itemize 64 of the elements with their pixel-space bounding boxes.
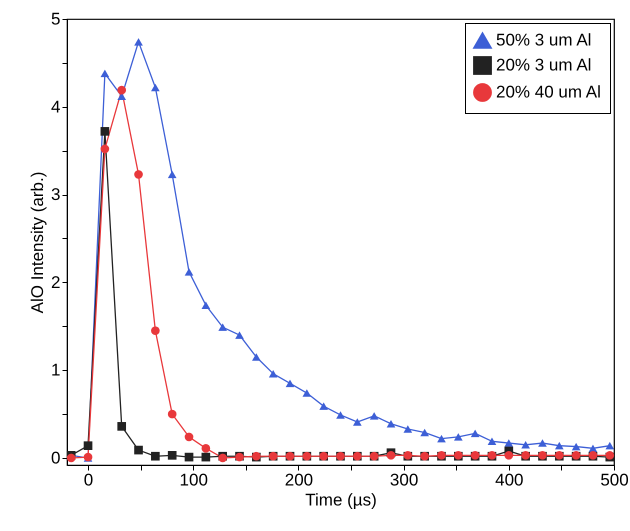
x-tick-label: 100 <box>180 470 208 490</box>
point <box>370 412 378 420</box>
point <box>286 380 294 388</box>
point <box>117 86 126 94</box>
point <box>202 301 210 309</box>
point <box>572 442 580 450</box>
point <box>235 331 244 339</box>
legend-label: 50% 3 um Al <box>496 30 592 50</box>
point <box>605 442 614 450</box>
point <box>336 411 345 419</box>
y-tick-label: 1 <box>51 360 60 380</box>
point <box>488 438 496 446</box>
point <box>151 84 160 92</box>
point <box>454 433 463 441</box>
point <box>134 38 143 46</box>
point <box>420 428 429 436</box>
point <box>168 170 177 178</box>
point <box>151 326 160 335</box>
y-tick-label: 3 <box>51 185 60 204</box>
point <box>100 70 110 78</box>
point <box>470 430 480 438</box>
point <box>319 402 328 410</box>
x-tick-label: 300 <box>390 470 418 490</box>
point <box>386 420 396 428</box>
point <box>184 452 194 462</box>
point <box>302 389 312 397</box>
point <box>202 444 210 453</box>
point <box>117 422 126 431</box>
point <box>168 451 177 460</box>
y-tick-label: 4 <box>51 97 60 116</box>
point <box>504 451 514 460</box>
point <box>437 434 446 442</box>
x-tick-label: 200 <box>284 470 314 490</box>
point <box>66 454 76 462</box>
point <box>184 268 194 276</box>
y-tick-label: 5 <box>51 10 60 28</box>
point <box>353 418 362 426</box>
point <box>134 446 143 454</box>
legend-label: 20% 40 um Al <box>496 82 601 102</box>
point <box>252 353 261 361</box>
point <box>202 452 210 462</box>
legend-label: 20% 3 um Al <box>496 56 592 74</box>
point <box>504 439 514 447</box>
point <box>184 432 194 442</box>
point <box>218 323 228 331</box>
point <box>84 441 92 450</box>
y-tick-label: 2 <box>51 272 60 292</box>
point <box>521 441 530 449</box>
x-tick-label: 0 <box>84 470 94 490</box>
point <box>100 127 110 136</box>
point <box>403 425 412 433</box>
y-axis-title: AlO Intensity (arb.) <box>28 172 48 314</box>
point <box>268 370 278 378</box>
point <box>554 442 564 450</box>
point <box>386 451 396 460</box>
point <box>538 439 547 447</box>
x-axis-title: Time (µs) <box>305 490 377 510</box>
point <box>168 410 177 418</box>
point <box>134 170 143 179</box>
point <box>100 144 110 154</box>
x-tick-label: 400 <box>495 470 524 490</box>
y-tick-label: 0 <box>51 448 60 468</box>
point <box>151 452 160 461</box>
x-tick-label: 500 <box>600 470 629 490</box>
